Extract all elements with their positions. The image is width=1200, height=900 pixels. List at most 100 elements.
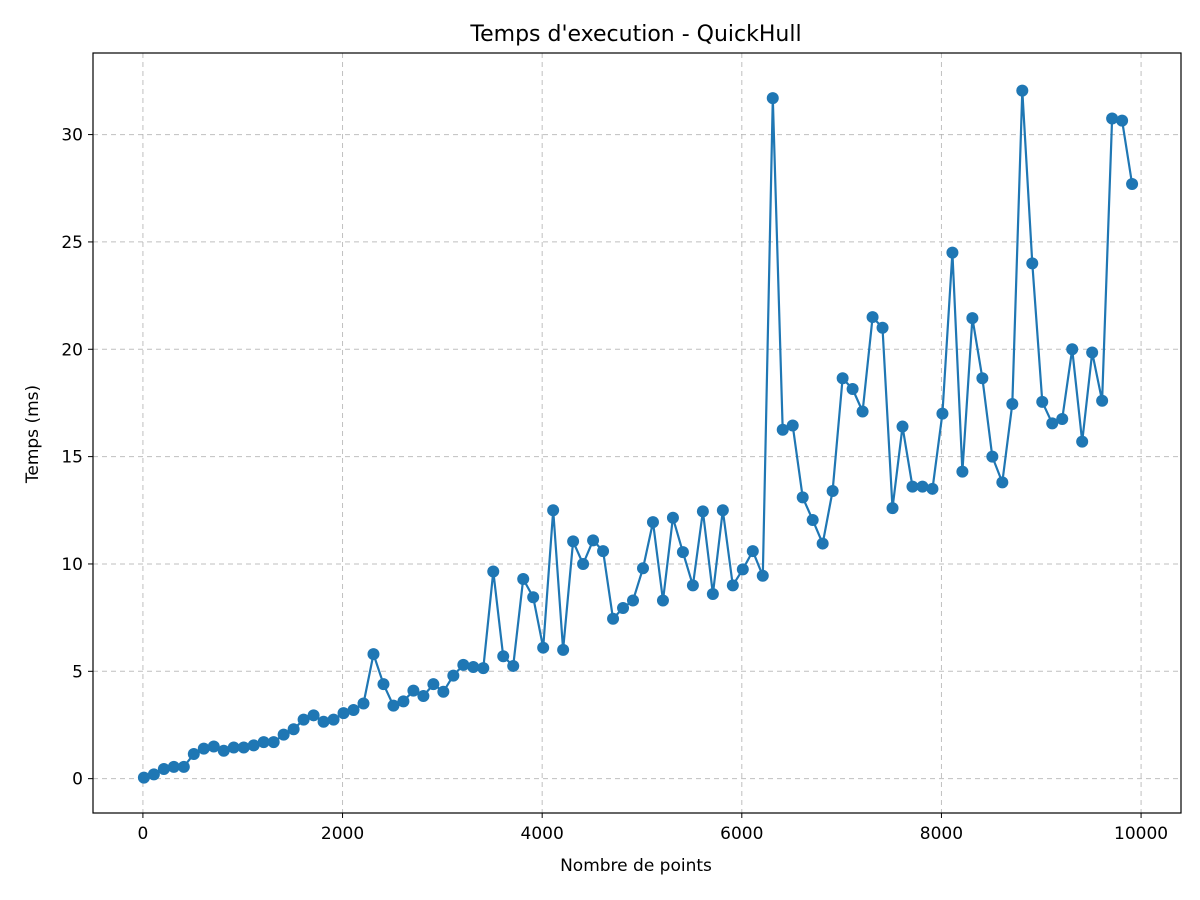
data-point [1126, 177, 1139, 190]
data-point [547, 504, 560, 517]
data-point [936, 407, 949, 420]
data-point [297, 713, 310, 726]
data-point [587, 534, 600, 547]
data-point [636, 562, 649, 575]
data-point [187, 747, 200, 760]
data-point [996, 476, 1009, 489]
data-point [1076, 435, 1089, 448]
data-point [646, 516, 659, 529]
data-point [666, 511, 679, 524]
data-point [367, 648, 380, 661]
data-point [257, 736, 270, 749]
data-point [147, 768, 160, 781]
data-point [277, 728, 290, 741]
data-point [946, 246, 959, 259]
data-point [217, 744, 230, 757]
data-point [457, 658, 470, 671]
data-point [906, 480, 919, 493]
data-point [1026, 257, 1039, 270]
data-point [527, 591, 540, 604]
data-point [167, 760, 180, 773]
data-point [347, 703, 360, 716]
data-point [766, 92, 779, 105]
chart-title: Temps d'execution - QuickHull [469, 22, 801, 47]
data-point [407, 684, 420, 697]
data-point [1046, 417, 1059, 430]
y-tick-label: 15 [61, 448, 83, 468]
data-point [836, 372, 849, 385]
data-point [886, 502, 899, 515]
data-point [627, 594, 640, 607]
data-point [157, 762, 170, 775]
y-axis-label: Temps (ms) [23, 385, 43, 484]
data-point [207, 740, 220, 753]
data-point [656, 594, 669, 607]
data-point [966, 312, 979, 325]
data-point [736, 563, 749, 576]
data-point [746, 545, 759, 558]
data-point [477, 662, 490, 675]
data-point [956, 465, 969, 478]
data-point [1056, 413, 1069, 426]
data-point [557, 643, 570, 656]
data-point [287, 723, 300, 736]
ticks-layer: 0 2000 4000 6000 8000 10000 0 5 10 15 20 25 30 [61, 126, 1168, 844]
data-point [916, 480, 929, 493]
data-point [1086, 346, 1099, 359]
data-point [986, 450, 999, 463]
data-point [796, 491, 809, 504]
data-point [597, 545, 610, 558]
data-point [397, 695, 410, 708]
x-tick-label: 4000 [521, 824, 564, 844]
data-point [387, 699, 400, 712]
y-tick-label: 10 [61, 555, 83, 575]
data-point [337, 707, 350, 720]
data-point [377, 678, 390, 691]
data-point [317, 715, 330, 728]
data-point [617, 601, 630, 614]
data-point [517, 572, 530, 585]
data-point [507, 659, 520, 672]
data-point [676, 546, 689, 559]
data-point [896, 420, 909, 433]
data-point [816, 537, 829, 550]
data-point [786, 419, 799, 432]
data-point [726, 579, 739, 592]
data-point [427, 678, 440, 691]
data-point [497, 650, 510, 663]
data-point [447, 669, 460, 682]
data-point [577, 557, 590, 570]
y-tick-label: 25 [61, 233, 83, 253]
data-point [1116, 114, 1129, 127]
data-point [197, 742, 210, 755]
data-point [1036, 395, 1049, 408]
x-axis-label: Nombre de points [560, 856, 712, 876]
data-point [177, 760, 190, 773]
data-point [237, 741, 250, 754]
data-point [866, 311, 879, 324]
data-point [137, 771, 150, 784]
data-point [417, 689, 430, 702]
data-point [537, 641, 550, 654]
data-point [926, 482, 939, 495]
grid-layer [93, 53, 1181, 813]
data-point [357, 697, 370, 710]
data-point [756, 569, 769, 582]
points-layer [137, 84, 1139, 784]
data-point [1016, 84, 1029, 97]
x-tick-label: 2000 [321, 824, 364, 844]
data-point [846, 382, 859, 395]
x-tick-label: 0 [137, 824, 148, 844]
data-point [327, 713, 340, 726]
data-point [856, 405, 869, 418]
data-point [247, 739, 260, 752]
x-tick-label: 6000 [720, 824, 763, 844]
x-tick-label: 10000 [1114, 824, 1168, 844]
data-point [776, 423, 789, 436]
data-point [1106, 112, 1119, 125]
data-point [876, 321, 889, 334]
data-point [307, 709, 320, 722]
data-point [696, 505, 709, 518]
data-point [227, 741, 240, 754]
data-point [826, 484, 839, 497]
